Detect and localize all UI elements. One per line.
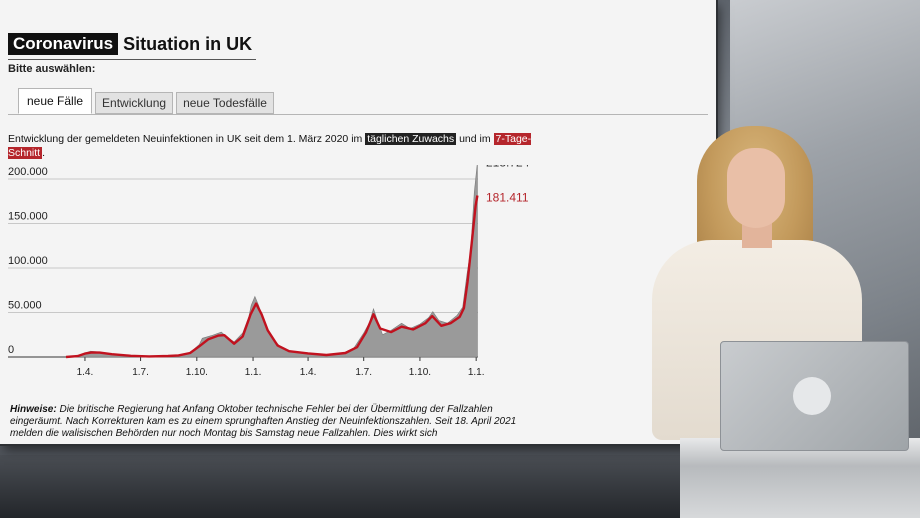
tab-neue-todesfaelle[interactable]: neue Todesfälle (176, 92, 274, 114)
x-tick-label: 1.4. (300, 367, 317, 378)
y-tick-label: 150.000 (8, 211, 48, 223)
y-tick-label: 50.000 (8, 300, 42, 312)
tab-divider (8, 114, 708, 115)
select-label: Bitte auswählen: (8, 63, 96, 75)
tab-bar: neue Fälle Entwicklung neue Todesfälle (18, 88, 277, 114)
notes-label: Hinweise: (10, 404, 57, 415)
chart-description: Entwicklung der gemeldeten Neuinfektione… (8, 132, 548, 160)
x-tick-label: 1.7. (132, 367, 149, 378)
series-avg7-line (65, 195, 479, 359)
tab-entwicklung[interactable]: Entwicklung (95, 92, 174, 114)
notes: Hinweise: Die britische Regierung hat An… (10, 404, 530, 440)
end-label-daily: 218.724 (486, 165, 530, 169)
desc-daily-label: täglichen Zuwachs (365, 133, 457, 145)
notes-text: Die britische Regierung hat Anfang Oktob… (10, 404, 517, 439)
studio-wall (730, 0, 920, 460)
x-tick-label: 1.10. (186, 367, 208, 378)
y-tick-label: 0 (8, 344, 14, 356)
end-label-avg7: 181.411 (486, 191, 529, 205)
title-rest: Situation in UK (123, 33, 253, 54)
x-tick-label: 1.1. (245, 367, 262, 378)
desc-text-after: . (42, 147, 46, 159)
x-tick-label: 1.10. (409, 367, 431, 378)
desc-text-before: Entwicklung der gemeldeten Neuinfektione… (8, 133, 366, 145)
y-tick-label: 100.000 (8, 255, 48, 267)
y-tick-label: 200.000 (8, 166, 48, 178)
info-screen: Coronavirus Situation in UK Bitte auswäh… (0, 0, 716, 444)
x-tick-label: 1.1. (468, 367, 485, 378)
tab-neue-faelle[interactable]: neue Fälle (18, 88, 93, 114)
page-title: Coronavirus Situation in UK (8, 32, 252, 56)
cases-chart: 0 50.000 100.000 150.000 200.000 1.4. 1.7. 1.10… (8, 165, 530, 378)
title-highlight: Coronavirus (8, 33, 119, 55)
title-underline (8, 59, 256, 60)
x-tick-label: 1.7. (355, 367, 372, 378)
studio-floor (0, 455, 920, 518)
desc-text-middle: und im (456, 133, 494, 145)
x-tick-label: 1.4. (77, 367, 94, 378)
